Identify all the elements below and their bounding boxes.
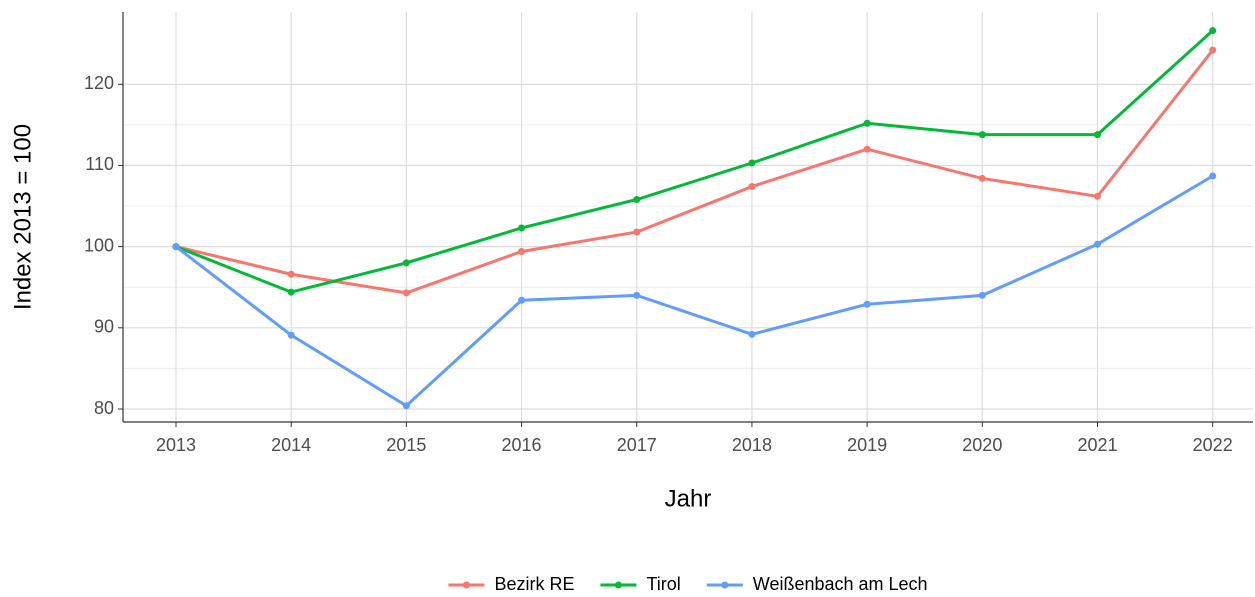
data-point <box>1093 192 1101 200</box>
data-point <box>402 289 410 297</box>
legend-label: Bezirk RE <box>494 574 574 594</box>
data-point <box>633 291 641 299</box>
y-axis-title: Index 2013 = 100 <box>9 124 36 310</box>
x-tick-label: 2021 <box>1077 435 1117 455</box>
data-point <box>633 196 641 204</box>
data-point <box>402 259 410 267</box>
data-point <box>863 119 871 127</box>
data-point <box>1093 131 1101 139</box>
y-tick-label: 90 <box>94 317 114 337</box>
legend-label: Weißenbach am Lech <box>753 574 928 594</box>
legend-swatch-point <box>721 581 729 589</box>
legend-label: Tirol <box>646 574 680 594</box>
legend: Bezirk RE Tirol Weißenbach am Lech <box>448 574 928 594</box>
data-point <box>863 300 871 308</box>
data-point <box>748 183 756 191</box>
data-point <box>1093 240 1101 248</box>
data-point <box>748 330 756 338</box>
data-point <box>633 228 641 236</box>
x-tick-label: 2016 <box>502 435 542 455</box>
x-tick-label: 2014 <box>271 435 311 455</box>
data-point <box>172 243 180 251</box>
legend-swatch-point <box>614 581 622 589</box>
data-point <box>518 248 526 256</box>
data-point <box>863 145 871 153</box>
x-axis-title: Jahr <box>665 485 712 512</box>
data-point <box>748 159 756 167</box>
legend-swatch-point <box>462 581 470 589</box>
data-point <box>978 131 986 139</box>
series-line <box>175 49 1214 295</box>
data-point <box>287 270 295 278</box>
x-tick-label: 2017 <box>617 435 657 455</box>
y-tick-label: 80 <box>94 398 114 418</box>
data-point <box>1209 46 1217 54</box>
data-point <box>1209 172 1217 180</box>
x-tick-label: 2015 <box>386 435 426 455</box>
legend-item: Bezirk RE <box>448 574 574 594</box>
x-tick-label: 2013 <box>156 435 196 455</box>
data-point <box>287 331 295 339</box>
data-point <box>518 296 526 304</box>
series-line <box>175 174 1214 408</box>
data-point <box>287 288 295 296</box>
y-tick-label: 120 <box>84 73 114 93</box>
y-tick-label: 110 <box>85 154 114 174</box>
data-point <box>518 224 526 232</box>
data-point <box>1209 27 1217 35</box>
x-tick-label: 2019 <box>847 435 887 455</box>
legend-item: Weißenbach am Lech <box>706 574 928 594</box>
series-line <box>175 29 1214 294</box>
legend-item: Tirol <box>600 574 681 594</box>
data-point <box>402 402 410 410</box>
x-tick-label: 2020 <box>962 435 1002 455</box>
data-point <box>978 174 986 182</box>
x-tick-label: 2022 <box>1193 435 1233 455</box>
y-tick-label: 100 <box>84 235 114 255</box>
x-tick-label: 2018 <box>732 435 772 455</box>
data-point <box>978 291 986 299</box>
